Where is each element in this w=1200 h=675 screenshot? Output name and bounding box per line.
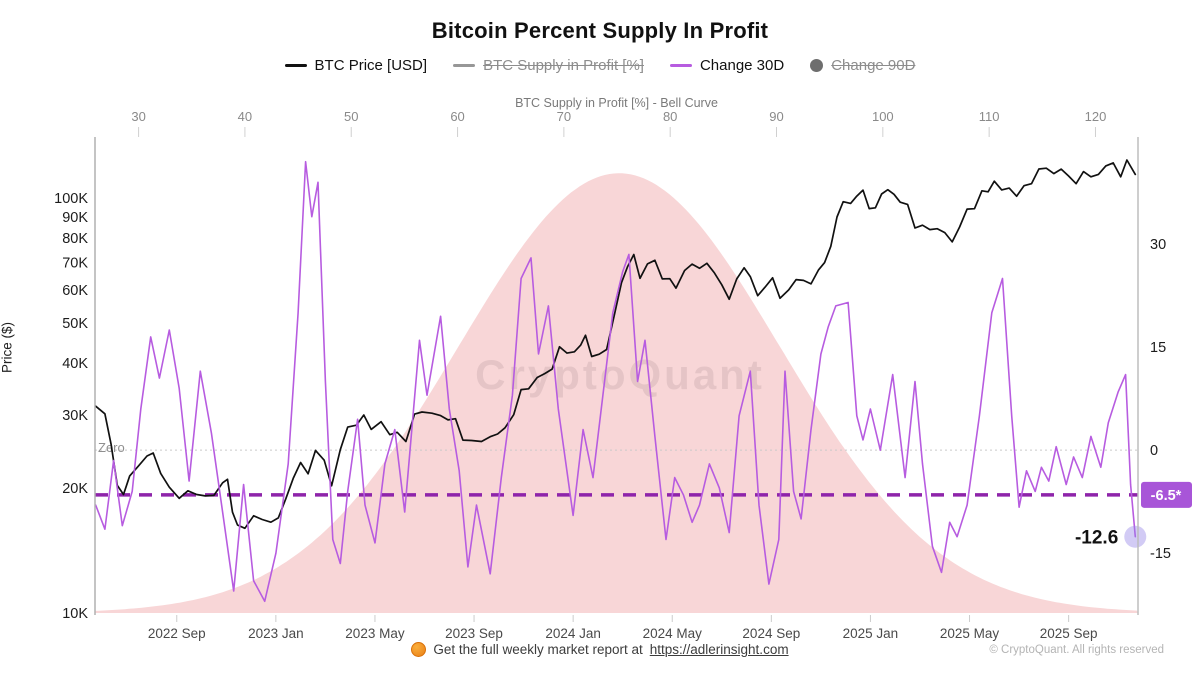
left-axis-tick-label: 70K	[62, 255, 88, 271]
change-30d-line	[94, 160, 1137, 603]
footer-text: Get the full weekly market report at	[433, 642, 643, 657]
left-axis-tick-label: 40K	[62, 356, 88, 372]
top-axis-tick-label: 100	[872, 109, 894, 124]
change-30d-line-swatch-icon	[669, 64, 692, 67]
bottom-axis-tick-label: 2024 Jan	[545, 626, 601, 641]
btc-price-line	[94, 159, 1137, 530]
left-axis-tick-label: 20K	[62, 481, 88, 497]
top-axis-tick-label: 40	[238, 109, 252, 124]
top-axis-tick-label: 30	[131, 109, 145, 124]
bottom-axis-tick-label: 2022 Sep	[148, 626, 206, 641]
legend-label: Change 30D	[699, 57, 785, 74]
top-axis-tick-label: 70	[557, 109, 571, 124]
top-axis-title: BTC Supply in Profit [%] - Bell Curve	[515, 96, 718, 110]
target-badge-label: -6.5*	[1151, 488, 1182, 504]
change-90d-dot-swatch-icon	[810, 59, 824, 72]
page-title: Bitcoin Percent Supply In Profit	[431, 18, 769, 43]
right-axis-tick-label: -15	[1150, 546, 1171, 562]
report-link[interactable]: https://adlerinsight.com	[649, 642, 789, 657]
legend-label: BTC Supply in Profit [%]	[483, 57, 644, 74]
orange-dot-icon	[411, 642, 427, 657]
copyright-text: © CryptoQuant. All rights reserved	[989, 644, 1164, 656]
legend-item-btc-price[interactable]: BTC Price [USD]	[284, 57, 428, 74]
supply-line-swatch-icon	[453, 64, 476, 67]
left-axis-tick-label: 80K	[62, 231, 88, 247]
watermark: CryptoQuant	[475, 351, 765, 398]
bottom-axis-tick-label: 2025 May	[940, 626, 1000, 641]
top-axis-tick-label: 50	[344, 109, 358, 124]
top-axis-tick-label: 110	[979, 109, 1000, 124]
bottom-axis-tick-label: 2025 Jan	[843, 626, 899, 641]
bottom-axis-tick-label: 2024 May	[643, 626, 703, 641]
bottom-axis-tick-label: 2023 May	[345, 626, 405, 641]
annotation-label: -12.6	[1075, 528, 1118, 549]
btc-price-line-swatch-icon	[284, 64, 307, 67]
bottom-axis-tick-label: 2023 Jan	[248, 626, 304, 641]
legend-item-supply-in-profit[interactable]: BTC Supply in Profit [%]	[453, 57, 644, 74]
target-badge	[1141, 481, 1192, 508]
right-axis-tick-label: 15	[1150, 340, 1166, 356]
bell-curve	[95, 173, 1138, 613]
left-axis-tick-label: 60K	[62, 283, 88, 299]
left-axis-tick-label: 30K	[62, 408, 88, 424]
left-axis-tick-label: 100K	[54, 191, 88, 207]
legend-item-change-30d[interactable]: Change 30D	[669, 57, 785, 74]
left-axis-tick-label: 10K	[62, 606, 88, 622]
left-axis-tick-label: 50K	[62, 316, 88, 332]
top-axis-tick-label: 80	[663, 109, 677, 124]
left-axis-tick-label: 90K	[62, 210, 88, 226]
legend-item-change-90d[interactable]: Change 90D	[810, 57, 915, 74]
bottom-axis-tick-label: 2024 Sep	[742, 626, 800, 641]
right-axis-tick-label: 30	[1150, 237, 1166, 253]
legend: BTC Price [USD] BTC Supply in Profit [%]…	[0, 57, 1200, 74]
top-axis-tick-label: 90	[769, 109, 783, 124]
bottom-axis-tick-label: 2025 Sep	[1040, 626, 1098, 641]
change-endpoint-dot	[1124, 525, 1147, 548]
top-axis-tick-label: 120	[1085, 109, 1107, 124]
legend-label: Change 90D	[831, 57, 916, 74]
top-axis-tick-label: 60	[450, 109, 464, 124]
legend-label: BTC Price [USD]	[314, 57, 428, 74]
right-axis-tick-label: 0	[1150, 443, 1158, 459]
bottom-axis-tick-label: 2023 Sep	[445, 626, 503, 641]
footer: Get the full weekly market report at htt…	[0, 642, 1200, 660]
